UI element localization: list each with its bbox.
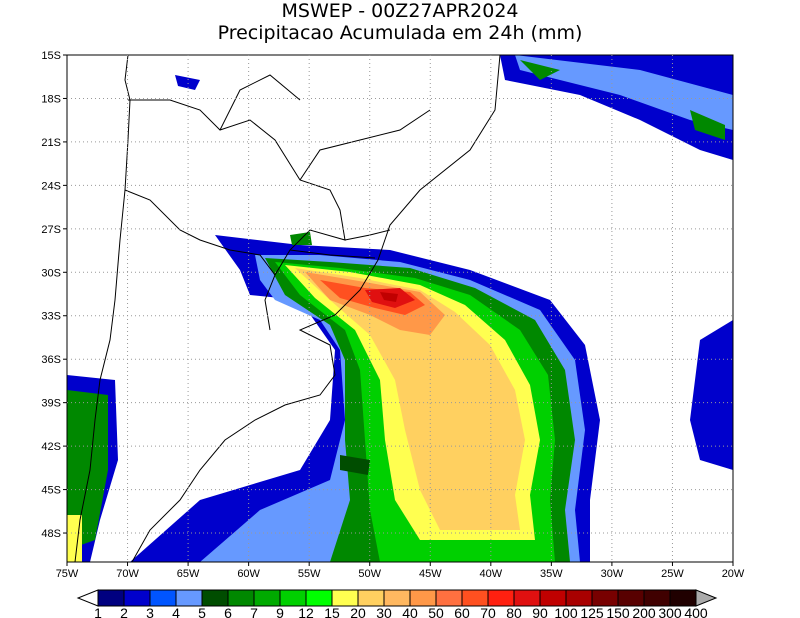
colorbar-label: 2 [120, 605, 128, 618]
colorbar-label: 400 [684, 605, 708, 618]
colorbar-label: 3 [146, 605, 154, 618]
colorbar-swatch [201, 589, 229, 607]
gridlines [67, 55, 733, 562]
colorbar-label: 70 [480, 605, 496, 618]
colorbar-label: 40 [402, 605, 418, 618]
y-tick-label: 21S [41, 137, 61, 149]
colorbar-label: 12 [298, 605, 314, 618]
x-tick-label: 25W [661, 568, 684, 580]
y-tick-label: 39S [41, 398, 61, 410]
colorbar-label: 9 [276, 605, 284, 618]
x-tick-label: 60W [237, 568, 260, 580]
y-tick-label: 33S [41, 311, 61, 323]
colorbar-swatch [97, 589, 125, 607]
y-tick-label: 24S [41, 180, 61, 192]
colorbar-swatch [669, 589, 697, 607]
colorbar-swatch [357, 589, 385, 607]
y-tick-label: 15S [41, 50, 61, 62]
colorbar-swatch [227, 589, 255, 607]
colorbar-label: 60 [454, 605, 470, 618]
colorbar-swatch [643, 589, 671, 607]
y-tick-label: 48S [41, 528, 61, 540]
colorbar-label: 150 [606, 605, 630, 618]
colorbar-swatch [149, 589, 177, 607]
x-tick-label: 20W [722, 568, 745, 580]
colorbar-under-arrow [76, 589, 99, 607]
colorbar-label: 200 [632, 605, 656, 618]
colorbar-swatch [461, 589, 489, 607]
colorbar: 1 2 3 4 5 6 7 9 12 15 20 30 40 50 60 70 80 90 100 125 150 200… [76, 589, 718, 618]
y-tick-label: 30S [41, 267, 61, 279]
x-tick-label: 30W [601, 568, 624, 580]
colorbar-swatch [383, 589, 411, 607]
colorbar-swatch [331, 589, 359, 607]
colorbar-label: 30 [376, 605, 392, 618]
colorbar-label: 90 [532, 605, 548, 618]
colorbar-label: 50 [428, 605, 444, 618]
y-tick-label: 18S [41, 93, 61, 105]
x-tick-label: 50W [358, 568, 381, 580]
plot-frame [66, 54, 734, 563]
colorbar-swatch [175, 589, 203, 607]
x-tick-label: 75W [56, 568, 79, 580]
colorbar-label: 20 [350, 605, 366, 618]
precip-region-southeast [690, 320, 733, 470]
y-tick-label: 36S [41, 354, 61, 366]
y-tick-label: 45S [41, 485, 61, 497]
x-tick-label: 65W [177, 568, 200, 580]
axis-labels: 75W 70W 65W 60W 55W 50W 45W 40W 35W 30W 25W 20W 15S 1… [41, 50, 745, 580]
country-borders [124, 74, 431, 331]
colorbar-swatch [279, 589, 307, 607]
colorbar-swatch [435, 589, 463, 607]
colorbar-swatch [305, 589, 333, 607]
colorbar-swatch [123, 589, 151, 607]
colorbar-label: 1 [94, 605, 102, 618]
subtitle: Precipitacao Acumulada em 24h (mm) [217, 22, 583, 44]
x-tick-label: 55W [298, 568, 321, 580]
colorbar-over-arrow [695, 589, 718, 607]
x-tick-label: 35W [540, 568, 563, 580]
colorbar-swatch [253, 589, 281, 607]
colorbar-label: 6 [224, 605, 232, 618]
colorbar-swatch [409, 589, 437, 607]
y-tick-label: 42S [41, 441, 61, 453]
colorbar-swatch [487, 589, 515, 607]
y-tick-label: 27S [41, 224, 61, 236]
colorbar-label: 5 [198, 605, 206, 618]
x-tick-label: 40W [480, 568, 503, 580]
colorbar-label: 4 [172, 605, 180, 618]
colorbar-label: 80 [506, 605, 522, 618]
x-tick-label: 70W [116, 568, 139, 580]
colorbar-swatch [539, 589, 567, 607]
colorbar-label: 7 [250, 605, 258, 618]
colorbar-swatch [591, 589, 619, 607]
precip-field [67, 55, 733, 562]
coastlines [74, 55, 501, 562]
colorbar-label: 15 [324, 605, 340, 618]
colorbar-label: 125 [580, 605, 604, 618]
colorbar-swatch [617, 589, 645, 607]
colorbar-swatch [565, 589, 593, 607]
colorbar-label: 300 [658, 605, 682, 618]
title: MSWEP - 00Z27APR2024 [281, 0, 519, 22]
colorbar-label: 100 [554, 605, 578, 618]
x-tick-label: 45W [419, 568, 442, 580]
colorbar-swatch [513, 589, 541, 607]
